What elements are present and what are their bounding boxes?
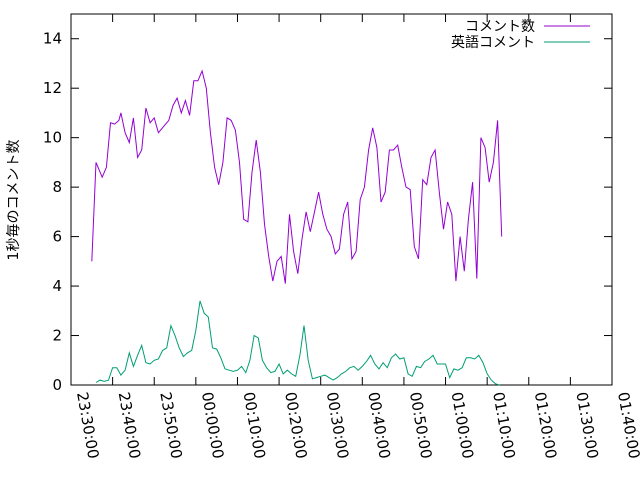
y-tick-label: 10 bbox=[43, 129, 62, 147]
series-layer bbox=[91, 69, 503, 386]
x-axis: 23:30:00 23:40:00 23:50:00 00:00:00 00:10:00… bbox=[70, 14, 640, 460]
x-tick-label: 00:30:00 bbox=[323, 391, 352, 460]
x-tick-label: 00:00:00 bbox=[198, 391, 227, 460]
x-tick-label: 01:30:00 bbox=[572, 391, 601, 460]
y-tick-label: 6 bbox=[52, 228, 62, 246]
y-axis-title: 1秒毎のコメント数 bbox=[6, 140, 22, 261]
x-tick-label: 00:40:00 bbox=[364, 391, 393, 460]
x-tick-label: 01:00:00 bbox=[448, 391, 477, 460]
x-tick-label: 23:40:00 bbox=[115, 391, 144, 460]
y-tick-label: 4 bbox=[52, 277, 62, 295]
legend-label-1: 英語コメント bbox=[451, 34, 535, 51]
series-line-0 bbox=[91, 69, 503, 284]
y-tick-label: 12 bbox=[43, 79, 62, 97]
x-tick-label: 01:10:00 bbox=[489, 391, 518, 460]
x-tick-label: 23:50:00 bbox=[156, 391, 185, 460]
x-tick-label: 00:50:00 bbox=[406, 391, 435, 460]
y-tick-label: 14 bbox=[43, 30, 62, 48]
x-tick-label: 23:30:00 bbox=[73, 391, 102, 460]
y-tick-label: 0 bbox=[52, 376, 62, 394]
legend-label-0: コメント数 bbox=[465, 19, 535, 35]
x-tick-label: 00:20:00 bbox=[281, 391, 310, 460]
series-line-1 bbox=[95, 300, 500, 386]
y-tick-label: 2 bbox=[52, 327, 62, 345]
x-tick-label: 00:10:00 bbox=[240, 391, 269, 460]
y-axis: 0 2 4 6 8 10 12 14 bbox=[43, 30, 612, 394]
y-tick-label: 8 bbox=[52, 178, 62, 196]
x-tick-label: 01:40:00 bbox=[614, 391, 640, 460]
plot-border bbox=[70, 13, 613, 386]
plot-frame bbox=[70, 13, 613, 386]
x-tick-label: 01:20:00 bbox=[531, 391, 560, 460]
